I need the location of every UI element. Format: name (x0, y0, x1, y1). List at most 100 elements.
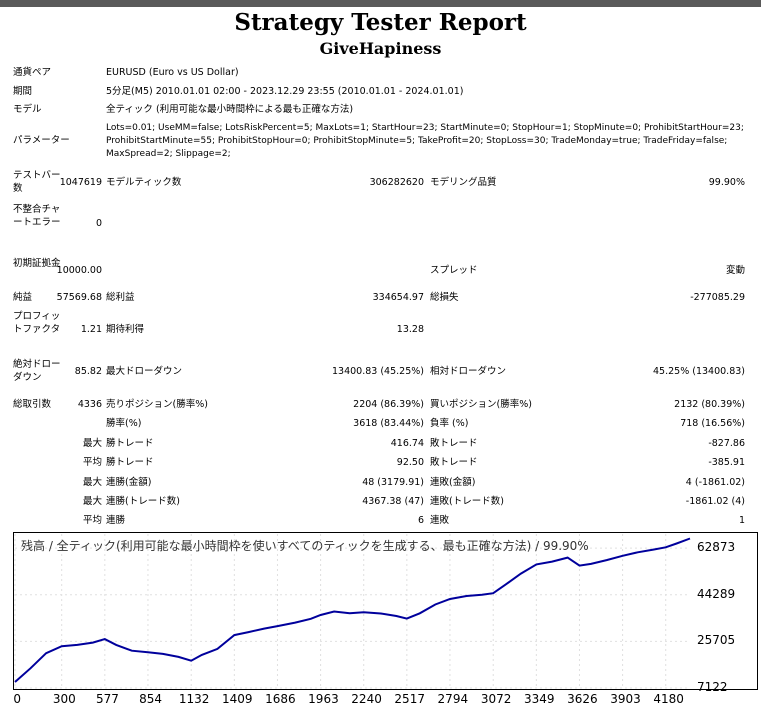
balance-chart: 残高 / 全ティック(利用可能な最小時間枠を使いすべてのティックを生成する、最も… (13, 532, 758, 707)
consec-losses-money-value: 4 (-1861.02) (685, 477, 745, 488)
short-label: 売りポジション(勝率%) (106, 399, 208, 410)
x-tick-label: 2517 (394, 692, 425, 706)
symbol-label: 通貨ペア (13, 67, 52, 78)
consec-loss-count-label: 連敗(トレード数) (430, 496, 504, 507)
x-tick-label: 3349 (523, 692, 555, 706)
avg2-label: 平均 (82, 515, 102, 526)
y-tick-label: 62873 (697, 540, 736, 555)
largest-loss-label: 敗トレード (430, 438, 478, 449)
ticks-label: モデルティック数 (106, 177, 182, 188)
x-tick-label: 3072 (480, 692, 512, 706)
average-loss-label: 敗トレード (430, 457, 478, 468)
x-tick-label: 0 (13, 692, 22, 706)
quality-label: モデリング品質 (430, 177, 497, 188)
grossloss-label: 総損失 (430, 292, 459, 303)
params-label: パラメーター (13, 135, 70, 146)
grossprofit-label: 総利益 (106, 292, 135, 303)
y-tick-label: 7122 (697, 680, 728, 694)
x-tick-label: 4180 (653, 692, 684, 706)
max1-label: 最大 (82, 477, 102, 488)
average-win-label: 勝トレード (106, 457, 154, 468)
mismatch-label: 不整合チャートエラー (13, 204, 61, 228)
winrate-value: 3618 (83.44%) (353, 418, 424, 429)
quality-value: 99.90% (708, 177, 745, 188)
long-label: 買いポジション(勝率%) (430, 399, 532, 410)
expected-label: 期待利得 (106, 324, 145, 335)
trades-label: 総取引数 (13, 399, 52, 410)
x-tick-label: 1409 (221, 692, 253, 706)
consec-losses-money-label: 連敗(金額) (430, 477, 476, 488)
average-loss-value: -385.91 (708, 457, 745, 468)
consec-wins-money-label: 連勝(金額) (106, 477, 152, 488)
x-tick-label: 2794 (437, 692, 469, 706)
x-tick-label: 577 (96, 692, 119, 706)
y-tick-label: 25705 (697, 633, 736, 648)
model-label: モデル (13, 104, 42, 115)
period-label: 期間 (13, 86, 33, 97)
pf-label: プロフィットファクタ (13, 311, 61, 335)
max2-label: 最大 (82, 496, 102, 507)
x-tick-label: 2240 (351, 692, 382, 706)
y-tick-label: 44289 (697, 586, 736, 601)
average-label: 平均 (82, 457, 102, 468)
avg-consec-wins-value: 6 (417, 515, 424, 526)
x-tick-label: 3903 (610, 692, 641, 706)
maxdd-label: 最大ドローダウン (106, 366, 183, 377)
largest-win-value: 416.74 (390, 438, 424, 449)
grossprofit-value: 334654.97 (372, 292, 424, 303)
deposit-value: 10000.00 (56, 265, 102, 276)
consec-wins-money-value: 48 (3179.91) (362, 477, 424, 488)
window-top-bar (0, 0, 761, 7)
netprofit-value: 57569.68 (56, 292, 102, 303)
spread-label: スプレッド (430, 265, 478, 276)
chart-title: 残高 / 全ティック(利用可能な最小時間枠を使いすべてのティックを生成する、最も… (21, 539, 589, 553)
ticks-value: 306282620 (369, 177, 424, 188)
absdd-label: 絶対ドローダウン (13, 359, 61, 383)
ea-name: GiveHapiness (319, 39, 442, 58)
short-value: 2204 (86.39%) (353, 399, 424, 410)
consec-loss-count-value: -1861.02 (4) (685, 496, 745, 507)
x-tick-label: 854 (139, 692, 163, 706)
winrate-label: 勝率(%) (106, 418, 142, 429)
balance-chart-svg (13, 532, 758, 690)
period-value: 5分足(M5) 2010.01.01 02:00 - 2023.12.29 23… (106, 86, 464, 97)
absdd-value: 85.82 (74, 366, 102, 377)
x-tick-label: 3626 (567, 692, 598, 706)
balance-line (14, 537, 691, 683)
mismatch-value: 0 (95, 218, 102, 229)
grossloss-value: -277085.29 (690, 292, 745, 303)
consec-profit-count-value: 4367.38 (47) (362, 496, 424, 507)
expected-value: 13.28 (396, 324, 424, 335)
x-tick-label: 1963 (308, 692, 339, 706)
params-value: Lots=0.01; UseMM=false; LotsRiskPercent=… (106, 123, 744, 159)
bars-value: 1047619 (59, 177, 102, 188)
trades-value: 4336 (77, 399, 102, 410)
plot-area (15, 534, 690, 688)
x-tick-label: 1686 (265, 692, 296, 706)
reldd-label: 相対ドローダウン (430, 366, 507, 377)
symbol-value: EURUSD (Euro vs US Dollar) (106, 67, 239, 78)
pf-value: 1.21 (80, 324, 102, 335)
x-tick-label: 300 (52, 692, 76, 706)
chart-border (13, 532, 758, 690)
deposit-label: 初期証拠金 (13, 258, 61, 269)
avg-consec-losses-value: 1 (738, 515, 745, 526)
avg-consec-losses-label: 連敗 (430, 515, 450, 526)
spread-value: 変動 (725, 265, 745, 276)
long-value: 2132 (80.39%) (674, 399, 745, 410)
x-tick-label: 1132 (178, 692, 210, 706)
largest-win-label: 勝トレード (106, 438, 154, 449)
netprofit-label: 純益 (13, 292, 33, 303)
lossrate-label: 負率 (%) (430, 418, 469, 429)
maxdd-value: 13400.83 (45.25%) (332, 366, 424, 377)
lossrate-value: 718 (16.56%) (680, 418, 745, 429)
consec-profit-count-label: 連勝(トレード数) (106, 496, 180, 507)
avg-consec-wins-label: 連勝 (106, 515, 126, 526)
largest-label: 最大 (82, 438, 102, 449)
largest-loss-value: -827.86 (708, 438, 745, 449)
report-title: Strategy Tester Report (234, 9, 527, 36)
bars-label: テストバー数 (13, 170, 61, 194)
average-win-value: 92.50 (396, 457, 424, 468)
reldd-value: 45.25% (13400.83) (653, 366, 745, 377)
model-value: 全ティック (利用可能な最小時間枠による最も正確な方法) (106, 104, 354, 115)
